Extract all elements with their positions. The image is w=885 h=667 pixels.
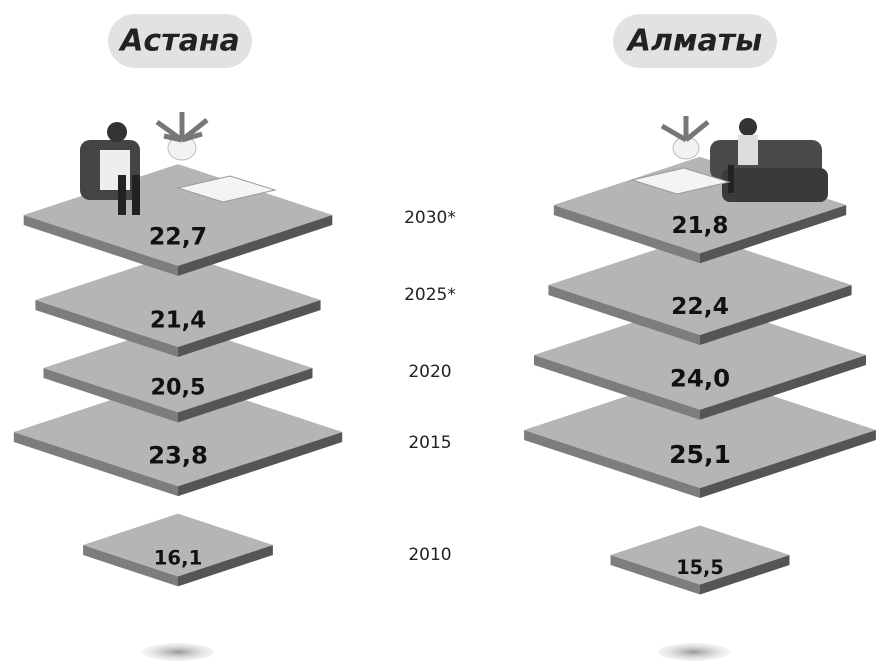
value-label: 15,5	[676, 556, 724, 579]
plate-right	[178, 215, 333, 276]
value-label: 25,1	[669, 440, 731, 469]
value-label: 24,0	[670, 364, 730, 393]
plate: 15,5	[610, 525, 790, 595]
plate-top	[524, 371, 876, 489]
shadow	[658, 643, 730, 661]
value-label: 20,5	[150, 374, 205, 400]
plate-right	[178, 545, 273, 587]
value-label: 21,8	[672, 213, 729, 239]
illustration	[80, 112, 828, 215]
plate-left	[610, 555, 700, 595]
value-label: 16,1	[154, 547, 203, 570]
category-label: 2020	[408, 362, 451, 382]
plate-left	[553, 205, 700, 264]
category-label: 2010	[408, 545, 451, 565]
title-pill	[108, 14, 252, 68]
value-label: 22,7	[149, 222, 207, 250]
plate: 25,1	[524, 371, 876, 499]
plate-right	[178, 368, 313, 423]
plate-top	[83, 513, 273, 577]
plate-right	[178, 432, 343, 497]
plate-left	[13, 432, 178, 497]
value-label: 21,4	[150, 308, 206, 334]
plate: 23,8	[13, 377, 343, 497]
plate-right	[178, 300, 321, 358]
shadow	[142, 643, 214, 661]
plate: 24,0	[534, 300, 866, 420]
plate: 22,4	[548, 234, 852, 346]
series-title: Алматы	[626, 24, 762, 59]
plate-top	[43, 323, 313, 413]
plate-right	[700, 285, 852, 346]
plate: 16,1	[83, 513, 273, 587]
plate-left	[35, 300, 179, 358]
plate-right	[700, 205, 847, 264]
plate-left	[548, 285, 700, 346]
plate-left	[23, 215, 179, 276]
plate: 22,7	[23, 164, 333, 276]
plate-right	[700, 555, 790, 595]
plate-left	[524, 430, 700, 499]
category-label: 2015	[408, 433, 451, 453]
category-label: 2030*	[404, 208, 456, 228]
plate-right	[700, 355, 866, 420]
plate: 21,4	[35, 252, 321, 358]
value-label: 23,8	[148, 440, 208, 469]
plate-top	[534, 300, 866, 410]
title-pill	[613, 14, 777, 68]
plate-right	[700, 430, 876, 499]
plate-top	[23, 164, 333, 266]
category-label: 2025*	[404, 285, 456, 305]
plate-top	[610, 525, 790, 585]
plate-top	[548, 234, 852, 336]
plate-left	[43, 368, 178, 423]
series-title: Астана	[118, 24, 240, 59]
plate-top	[35, 252, 321, 348]
plate-top	[13, 377, 343, 487]
plate-left	[534, 355, 700, 420]
value-label: 22,4	[671, 292, 729, 320]
plate-left	[83, 545, 178, 587]
plate: 20,5	[43, 323, 313, 423]
